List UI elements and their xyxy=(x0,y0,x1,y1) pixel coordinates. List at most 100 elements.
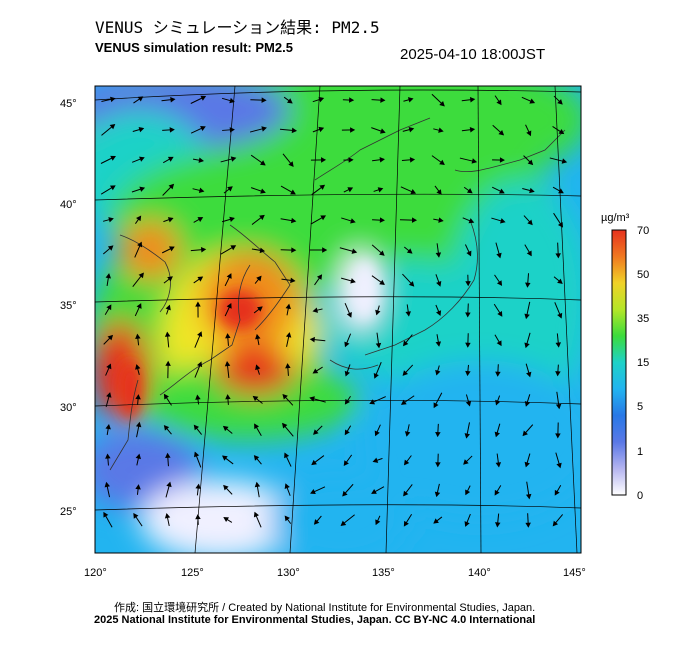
wind-arrow-head xyxy=(524,342,530,349)
wind-arrow-head xyxy=(313,429,319,435)
credit-line: 作成: 国立環境研究所 / Created by National Instit… xyxy=(114,602,536,614)
wind-arrow-head xyxy=(137,96,144,102)
wind-arrow-head xyxy=(290,277,296,284)
wind-arrow-head xyxy=(379,279,385,285)
wind-arrow-head xyxy=(198,187,205,194)
wind-arrow-head xyxy=(194,451,200,458)
wind-arrow-head xyxy=(109,185,116,191)
wind-arrow-head xyxy=(138,272,144,279)
wind-arrow-head xyxy=(404,431,411,437)
wind-arrow-head xyxy=(222,425,229,432)
wind-arrow-head xyxy=(435,369,441,376)
wind-arrow-head xyxy=(164,513,171,519)
wind-arrow-head xyxy=(291,247,297,253)
wind-arrow-head xyxy=(259,214,265,221)
wind-arrow-head xyxy=(529,187,535,194)
wind-arrow-head xyxy=(369,399,376,405)
wind-arrow-head xyxy=(495,399,501,406)
wind-arrow-head xyxy=(469,126,476,133)
wind-arrow-head xyxy=(253,511,259,518)
wind-arrow-head xyxy=(309,396,315,402)
wind-arrow-head xyxy=(407,97,414,103)
wind-arrow-head xyxy=(135,364,141,370)
wind-arrow-head xyxy=(195,514,201,520)
wind-arrow-head xyxy=(465,342,471,348)
wind-arrow-head xyxy=(340,520,347,526)
wind-arrow-head xyxy=(411,217,418,223)
wind-arrow-head xyxy=(403,520,409,527)
wind-arrow-head xyxy=(527,219,533,226)
wind-arrow-head xyxy=(379,217,385,223)
wind-arrow-head xyxy=(282,393,288,400)
wind-arrow-head xyxy=(106,304,112,311)
colorbar-label: 70 xyxy=(637,225,649,237)
wind-arrow-head xyxy=(284,452,290,459)
wind-arrow-head xyxy=(109,123,116,130)
wind-arrow-head xyxy=(552,520,559,527)
wind-arrow-head xyxy=(165,304,171,311)
wind-arrow-head xyxy=(133,513,139,519)
wind-arrow-head xyxy=(344,341,350,348)
wind-arrow-head xyxy=(168,183,175,190)
wind-arrow-head xyxy=(197,361,203,368)
lat-tick: 40° xyxy=(60,199,77,211)
wind-arrow-head xyxy=(373,372,379,379)
colorbar: µg/m³ 70 50 35 15 5 1 0 xyxy=(601,212,649,502)
wind-arrow-head xyxy=(438,217,444,223)
lon-tick: 135° xyxy=(372,567,395,579)
wind-arrow-head xyxy=(555,342,562,348)
wind-arrow-head xyxy=(139,156,145,162)
title-english: VENUS simulation result: PM2.5 xyxy=(95,40,293,55)
wind-arrow-head xyxy=(225,394,231,400)
wind-arrow-head xyxy=(494,431,500,438)
wind-arrow-head xyxy=(438,127,444,133)
wind-arrow-head xyxy=(433,402,439,409)
wind-arrow-head xyxy=(106,363,112,370)
wind-arrow-head xyxy=(557,99,563,105)
wind-arrow-head xyxy=(557,278,563,284)
wind-arrow-head xyxy=(558,129,565,135)
wind-arrow-head xyxy=(226,273,232,279)
wind-arrow-head xyxy=(342,490,348,497)
wind-arrow-head xyxy=(524,313,530,320)
wind-arrow-head xyxy=(255,333,261,340)
wind-arrow-head xyxy=(136,215,142,222)
wind-arrow-head xyxy=(311,459,317,466)
wind-arrow-head xyxy=(525,282,531,288)
wind-arrow-head xyxy=(253,455,260,461)
wind-arrow-head xyxy=(195,483,201,489)
wind-arrow-head xyxy=(200,246,207,253)
wind-arrow-head xyxy=(406,248,413,254)
wind-arrow-head xyxy=(464,433,470,439)
wind-arrow-head xyxy=(344,398,350,405)
wind-arrow-head xyxy=(322,247,328,253)
wind-arrow-head xyxy=(108,217,114,223)
wind-arrow-head xyxy=(464,521,470,527)
colorbar-unit: µg/m³ xyxy=(601,212,630,224)
wind-arrow-head xyxy=(135,394,141,400)
wind-arrow-head xyxy=(318,126,325,133)
wind-arrow-head xyxy=(498,188,505,194)
wind-arrow-head xyxy=(348,157,354,163)
wind-arrow-head xyxy=(291,127,298,134)
wind-arrow-head xyxy=(259,247,266,254)
wind-arrow-head xyxy=(471,158,478,164)
wind-arrow-head xyxy=(316,274,323,280)
wind-arrow-head xyxy=(469,96,476,103)
wind-arrow-head xyxy=(400,399,407,405)
wind-arrow-head xyxy=(252,395,259,402)
wind-arrow-head xyxy=(408,126,415,133)
wind-arrow-head xyxy=(166,481,172,488)
wind-arrow-head xyxy=(468,218,475,224)
wind-arrow-head xyxy=(350,218,356,224)
wind-arrow-head xyxy=(379,157,385,163)
wind-arrow-head xyxy=(284,483,290,489)
wind-arrow-head xyxy=(106,392,112,398)
wind-arrow-head xyxy=(135,484,141,490)
wind-arrow-head xyxy=(402,340,409,347)
wind-arrow-head xyxy=(555,433,561,439)
wind-arrow-head xyxy=(379,250,385,256)
wind-arrow-head xyxy=(524,461,530,468)
wind-arrow-head xyxy=(254,481,261,488)
wind-arrow-head xyxy=(170,96,176,103)
